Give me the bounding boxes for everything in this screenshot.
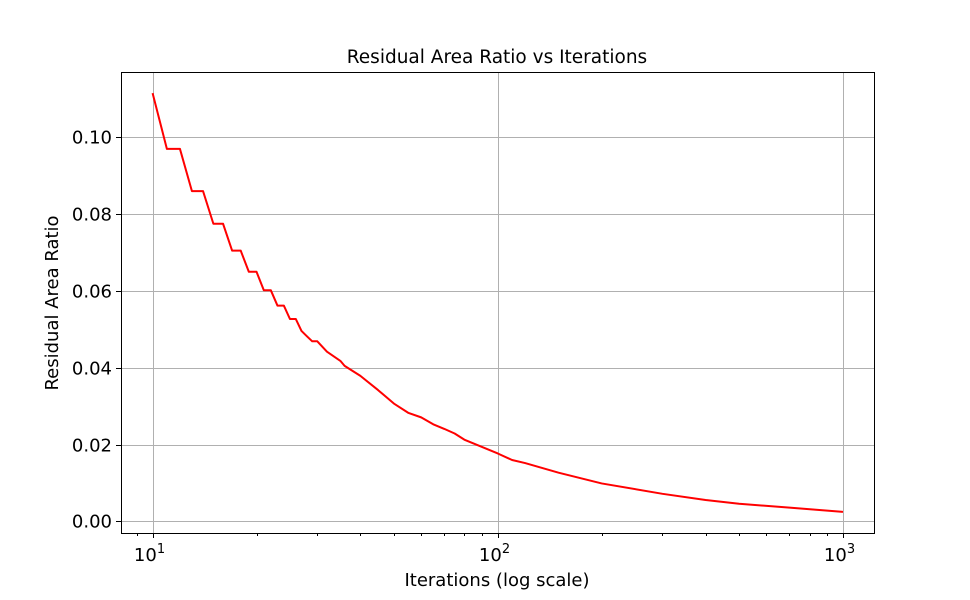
y-tick-label: 0.02: [72, 436, 112, 457]
y-axis-label: Residual Area Ratio: [42, 215, 63, 390]
grid-layer: [121, 72, 874, 533]
x-tick-label: 101: [134, 542, 165, 566]
x-tick-label: 102: [479, 542, 510, 566]
tick-layer: 0.00 0.02 0.04 0.06 0.08 0.10 101 102 103: [72, 128, 855, 567]
y-tick-label: 0.06: [72, 282, 112, 303]
x-axis-label: Iterations (log scale): [404, 570, 589, 591]
series-line: [151, 92, 844, 513]
y-tick-label: 0.10: [72, 128, 112, 149]
chart-title: Residual Area Ratio vs Iterations: [347, 47, 647, 68]
y-tick-label: 0.00: [72, 512, 112, 533]
series-layer: [151, 92, 844, 513]
y-tick-label: 0.08: [72, 205, 112, 226]
y-tick-label: 0.04: [72, 359, 112, 380]
x-tick-label: 103: [824, 542, 855, 566]
